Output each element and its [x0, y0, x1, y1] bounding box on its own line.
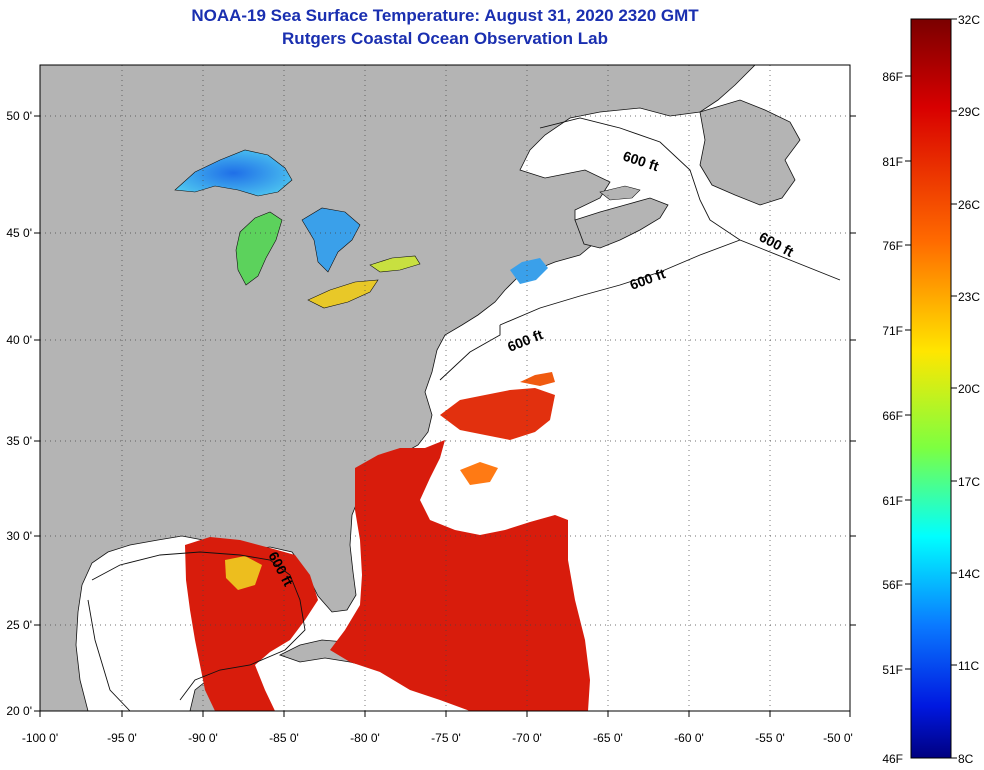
lon-label: -100 0': [22, 731, 58, 745]
lat-label: 30 0': [6, 529, 32, 543]
colorbar-gradient: [910, 18, 952, 759]
gulf-sst-warm: [185, 537, 318, 711]
lat-label: 20 0': [6, 704, 32, 718]
pei-land: [599, 185, 641, 201]
sst-data-regions: [185, 258, 590, 711]
northern-sst-patch: [520, 372, 555, 386]
lake-huron: [301, 207, 361, 273]
lon-label: -95 0': [107, 731, 137, 745]
colorbar-fahrenheit-label: 56F: [882, 578, 903, 592]
graticule: [40, 65, 850, 711]
isobath-line-scotian: [499, 239, 741, 326]
lon-label: -65 0': [593, 731, 623, 745]
isobath-line-atlantic: [439, 325, 501, 381]
gulf-stream-patch: [460, 462, 498, 485]
lat-label: 45 0': [6, 226, 32, 240]
lon-label: -60 0': [674, 731, 704, 745]
colorbar-celsius-label: 26C: [958, 198, 980, 212]
lake-ontario: [369, 255, 421, 273]
lon-label: -80 0': [350, 731, 380, 745]
lon-label: -90 0': [188, 731, 218, 745]
map-subtitle: Rutgers Coastal Ocean Observation Lab: [282, 29, 608, 48]
lat-label: 50 0': [6, 109, 32, 123]
lat-label: 25 0': [6, 618, 32, 632]
lon-label: -75 0': [431, 731, 461, 745]
lon-label: -50 0': [823, 731, 853, 745]
newfoundland-land: [699, 99, 801, 206]
nova-scotia-sst: [510, 258, 548, 284]
colorbar-fahrenheit-label: 46F: [882, 752, 903, 766]
colorbar-fahrenheit-label: 66F: [882, 409, 903, 423]
colorbar-fahrenheit-label: 51F: [882, 663, 903, 677]
colorbar-celsius-label: 17C: [958, 475, 980, 489]
lon-label: -70 0': [512, 731, 542, 745]
colorbar-celsius-label: 8C: [958, 752, 974, 766]
colorbar-celsius-label: 14C: [958, 567, 980, 581]
lake-superior: [174, 149, 293, 197]
great-lakes-sst: [174, 149, 421, 309]
isobath-line-gulf: [91, 551, 306, 701]
colorbar-celsius-label: 11C: [958, 659, 979, 673]
nova-scotia-land: [574, 197, 669, 249]
colorbar-celsius-label: 20C: [958, 382, 980, 396]
lat-label: 40 0': [6, 333, 32, 347]
isobath-contours: [87, 117, 841, 712]
north-america-land: [40, 65, 756, 711]
colorbar-fahrenheit-label: 71F: [882, 324, 903, 338]
isobath-line-gulf-inner: [87, 599, 131, 712]
temperature-colorbar: 32C 29C 26C 23C 20C 17C 14C 11C 8C 86F 8…: [882, 13, 980, 766]
yellow-cloud-edge: [225, 556, 262, 590]
lake-michigan: [235, 211, 283, 286]
lake-erie: [307, 279, 379, 309]
colorbar-fahrenheit-label: 86F: [882, 70, 903, 84]
colorbar-fahrenheit-label: 61F: [882, 494, 903, 508]
colorbar-fahrenheit-label: 76F: [882, 239, 903, 253]
atlantic-sst-warm: [330, 440, 590, 711]
lon-label: -85 0': [269, 731, 299, 745]
lon-label: -55 0': [755, 731, 785, 745]
map-frame: [39, 64, 851, 712]
carolina-sst-warm: [440, 388, 555, 440]
colorbar-celsius-label: 29C: [958, 105, 980, 119]
colorbar-fahrenheit-label: 81F: [882, 155, 903, 169]
isobath-line-north: [539, 117, 841, 281]
lat-label: 35 0': [6, 434, 32, 448]
tick-marks: [34, 115, 856, 717]
map-title: NOAA-19 Sea Surface Temperature: August …: [191, 6, 699, 25]
longitude-labels: -100 0' -95 0' -90 0' -85 0' -80 0' -75 …: [22, 731, 853, 745]
colorbar-celsius-label: 23C: [958, 290, 980, 304]
latitude-labels: 50 0' 45 0' 40 0' 35 0' 30 0' 25 0' 20 0…: [6, 109, 32, 718]
colorbar-celsius-label: 32C: [958, 13, 980, 27]
